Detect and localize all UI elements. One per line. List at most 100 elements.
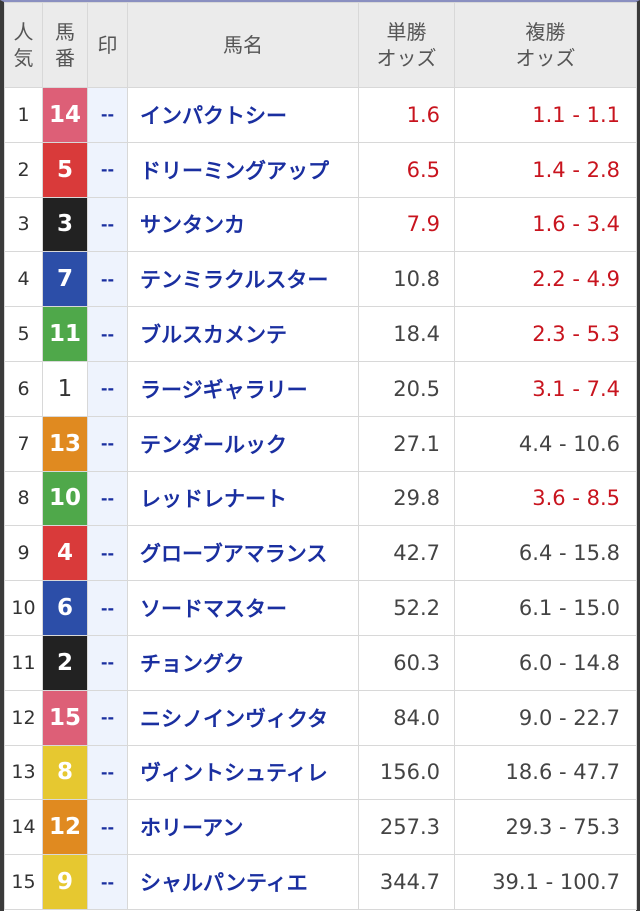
table-row: 4 7 -- テンミラクルスター 10.8 2.2 - 4.9 — [4, 251, 637, 308]
table-row: 10 6 -- ソードマスター 52.2 6.1 - 15.0 — [4, 580, 637, 636]
popularity-cell: 2 — [4, 141, 43, 198]
horse-name-link[interactable]: チョングク — [127, 634, 359, 691]
header-mark: 印 — [87, 2, 128, 88]
table-row: 9 4 -- グローブアマランス 42.7 6.4 - 15.8 — [4, 525, 637, 582]
horse-name-link[interactable]: サンタンカ — [127, 196, 359, 253]
popularity-cell: 10 — [4, 580, 43, 636]
place-odds-cell: 6.4 - 15.8 — [454, 525, 637, 582]
popularity-cell: 4 — [4, 251, 43, 308]
popularity-cell: 8 — [4, 470, 43, 527]
popularity-cell: 3 — [4, 196, 43, 253]
header-place-odds[interactable]: 複勝 オッズ — [454, 2, 637, 88]
horse-number-badge: 7 — [42, 251, 88, 308]
popularity-cell: 1 — [4, 87, 43, 143]
header-win-odds[interactable]: 単勝 オッズ — [358, 2, 455, 88]
win-odds-cell: 27.1 — [358, 415, 455, 472]
place-odds-cell: 3.1 - 7.4 — [454, 360, 637, 417]
win-odds-cell: 1.6 — [358, 87, 455, 143]
mark-select[interactable]: -- — [87, 689, 128, 746]
win-odds-cell: 257.3 — [358, 799, 455, 856]
horse-number-badge: 14 — [42, 87, 88, 143]
place-odds-cell: 6.1 - 15.0 — [454, 580, 637, 636]
mark-select[interactable]: -- — [87, 87, 128, 143]
horse-number-badge: 11 — [42, 306, 88, 362]
table-row: 11 2 -- チョングク 60.3 6.0 - 14.8 — [4, 634, 637, 691]
header-row: 人気 馬番 印 馬名 単勝 オッズ 複勝 オッズ — [4, 2, 637, 88]
horse-number-badge: 10 — [42, 470, 88, 527]
place-odds-cell: 9.0 - 22.7 — [454, 689, 637, 746]
mark-select[interactable]: -- — [87, 580, 128, 636]
place-odds-cell: 1.1 - 1.1 — [454, 87, 637, 143]
header-popularity[interactable]: 人気 — [4, 2, 43, 88]
horse-number-badge: 4 — [42, 525, 88, 582]
place-odds-cell: 6.0 - 14.8 — [454, 634, 637, 691]
horse-name-link[interactable]: テンダールック — [127, 415, 359, 472]
mark-select[interactable]: -- — [87, 634, 128, 691]
popularity-cell: 6 — [4, 360, 43, 417]
horse-name-link[interactable]: シャルパンティエ — [127, 854, 359, 910]
win-odds-cell: 84.0 — [358, 689, 455, 746]
table-row: 6 1 -- ラージギャラリー 20.5 3.1 - 7.4 — [4, 360, 637, 417]
horse-number-badge: 6 — [42, 580, 88, 636]
horse-number-badge: 1 — [42, 360, 88, 417]
place-odds-cell: 4.4 - 10.6 — [454, 415, 637, 472]
horse-name-link[interactable]: ニシノインヴィクタ — [127, 689, 359, 746]
table-row: 15 9 -- シャルパンティエ 344.7 39.1 - 100.7 — [4, 854, 637, 910]
win-odds-cell: 52.2 — [358, 580, 455, 636]
horse-number-badge: 2 — [42, 634, 88, 691]
mark-select[interactable]: -- — [87, 854, 128, 910]
horse-number-badge: 15 — [42, 689, 88, 746]
horse-name-link[interactable]: ドリーミングアップ — [127, 141, 359, 198]
popularity-cell: 13 — [4, 744, 43, 801]
mark-select[interactable]: -- — [87, 196, 128, 253]
win-odds-cell: 344.7 — [358, 854, 455, 910]
win-odds-cell: 29.8 — [358, 470, 455, 527]
win-odds-cell: 6.5 — [358, 141, 455, 198]
win-odds-cell: 7.9 — [358, 196, 455, 253]
mark-select[interactable]: -- — [87, 744, 128, 801]
mark-select[interactable]: -- — [87, 470, 128, 527]
win-odds-cell: 10.8 — [358, 251, 455, 308]
place-odds-cell: 2.3 - 5.3 — [454, 306, 637, 362]
horse-name-link[interactable]: テンミラクルスター — [127, 251, 359, 308]
table-row: 13 8 -- ヴィントシュティレ 156.0 18.6 - 47.7 — [4, 744, 637, 801]
popularity-cell: 11 — [4, 634, 43, 691]
table-row: 8 10 -- レッドレナート 29.8 3.6 - 8.5 — [4, 470, 637, 527]
horse-number-badge: 12 — [42, 799, 88, 856]
horse-name-link[interactable]: ホリーアン — [127, 799, 359, 856]
horse-number-badge: 3 — [42, 196, 88, 253]
mark-select[interactable]: -- — [87, 306, 128, 362]
horse-name-link[interactable]: ブルスカメンテ — [127, 306, 359, 362]
horse-number-badge: 5 — [42, 141, 88, 198]
horse-name-link[interactable]: ラージギャラリー — [127, 360, 359, 417]
mark-select[interactable]: -- — [87, 360, 128, 417]
header-horse-number[interactable]: 馬番 — [42, 2, 88, 88]
mark-select[interactable]: -- — [87, 251, 128, 308]
horse-name-link[interactable]: レッドレナート — [127, 470, 359, 527]
horse-number-badge: 13 — [42, 415, 88, 472]
horse-name-link[interactable]: グローブアマランス — [127, 525, 359, 582]
mark-select[interactable]: -- — [87, 141, 128, 198]
mark-select[interactable]: -- — [87, 525, 128, 582]
win-odds-cell: 20.5 — [358, 360, 455, 417]
mark-select[interactable]: -- — [87, 799, 128, 856]
horse-name-link[interactable]: ヴィントシュティレ — [127, 744, 359, 801]
odds-table: 人気 馬番 印 馬名 単勝 オッズ 複勝 オッズ 1 14 -- インパクトシー 1.6 1.… — [4, 2, 637, 910]
horse-name-link[interactable]: ソードマスター — [127, 580, 359, 636]
place-odds-cell: 18.6 - 47.7 — [454, 744, 637, 801]
place-odds-cell: 29.3 - 75.3 — [454, 799, 637, 856]
horse-name-link[interactable]: インパクトシー — [127, 87, 359, 143]
horse-number-badge: 8 — [42, 744, 88, 801]
win-odds-cell: 18.4 — [358, 306, 455, 362]
popularity-cell: 5 — [4, 306, 43, 362]
header-horse-name: 馬名 — [127, 2, 359, 88]
table-row: 14 12 -- ホリーアン 257.3 29.3 - 75.3 — [4, 799, 637, 856]
popularity-cell: 12 — [4, 689, 43, 746]
popularity-cell: 7 — [4, 415, 43, 472]
mark-select[interactable]: -- — [87, 415, 128, 472]
table-row: 7 13 -- テンダールック 27.1 4.4 - 10.6 — [4, 415, 637, 472]
place-odds-cell: 39.1 - 100.7 — [454, 854, 637, 910]
place-odds-cell: 3.6 - 8.5 — [454, 470, 637, 527]
table-row: 2 5 -- ドリーミングアップ 6.5 1.4 - 2.8 — [4, 141, 637, 198]
